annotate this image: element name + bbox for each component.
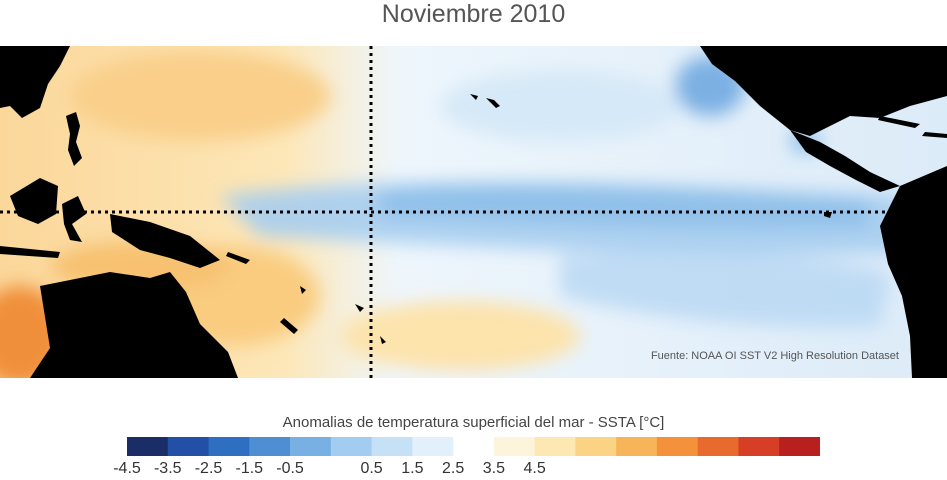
colorbar-segment	[371, 437, 413, 456]
caribbean-land	[878, 116, 947, 138]
ssta-map	[0, 46, 947, 378]
new-caledonia-land	[280, 318, 298, 334]
southeast-cold-region	[560, 252, 890, 327]
colorbar-tick-label: -0.5	[276, 460, 304, 477]
colorbar-segment	[738, 437, 780, 456]
south-america-land	[880, 166, 947, 378]
colorbar-tick-label: 1.5	[401, 460, 424, 477]
data-source-note: Fuente: NOAA OI SST V2 High Resolution D…	[650, 350, 899, 362]
warm-west-north	[70, 51, 330, 141]
colorbar-segment	[167, 437, 210, 456]
colorbar	[127, 437, 820, 456]
new-guinea-land	[110, 214, 220, 268]
colorbar-segment	[493, 437, 536, 456]
colorbar-tick-label: 3.5	[482, 460, 505, 477]
warm-south-central	[340, 301, 580, 371]
colorbar-tick-label: -3.5	[153, 460, 182, 477]
colorbar-title: Anomalias de temperatura superficial del…	[282, 414, 665, 431]
colorbar-tick-label: -1.5	[235, 460, 264, 477]
colorbar-segment	[290, 437, 332, 456]
colorbar-segment	[412, 437, 454, 456]
central-america-land	[790, 130, 900, 192]
colorbar-segment	[330, 437, 373, 456]
colorbar-tick-label: 0.5	[360, 460, 383, 477]
colorbar-segment	[249, 437, 291, 456]
colorbar-segment	[453, 437, 495, 456]
land-masses	[0, 46, 947, 378]
colorbar-tick-label: 2.5	[441, 460, 465, 477]
colorbar-tick-label: -4.5	[113, 460, 141, 477]
colorbar-tick-labels: -4.5 -3.5 -2.5 -1.5 -0.5 0.5 1.5 2.5 3.5 4.5	[0, 460, 947, 480]
colorbar-tick-label: -2.5	[194, 460, 223, 477]
asia-land	[0, 46, 70, 118]
colorbar-segment	[575, 437, 617, 456]
colorbar-tick-label: 4.5	[523, 460, 546, 477]
colorbar-segment	[779, 437, 820, 456]
colorbar-segment	[127, 437, 169, 456]
mid-north-cool	[440, 71, 680, 141]
australia-land	[30, 272, 238, 378]
colorbar-segment	[656, 437, 699, 456]
cold-tongue-core	[380, 183, 870, 228]
java-land	[0, 246, 60, 258]
sulawesi-land	[62, 196, 86, 242]
hawaii-land	[470, 94, 500, 108]
north-america-land	[700, 46, 947, 136]
colorbar-segment	[534, 437, 576, 456]
colorbar-segment	[616, 437, 658, 456]
solomon-islands-land	[226, 252, 250, 264]
chart-title: Noviembre 2010	[381, 0, 566, 28]
colorbar-segment	[208, 437, 250, 456]
colorbar-segment	[697, 437, 739, 456]
philippines-land	[66, 112, 82, 166]
